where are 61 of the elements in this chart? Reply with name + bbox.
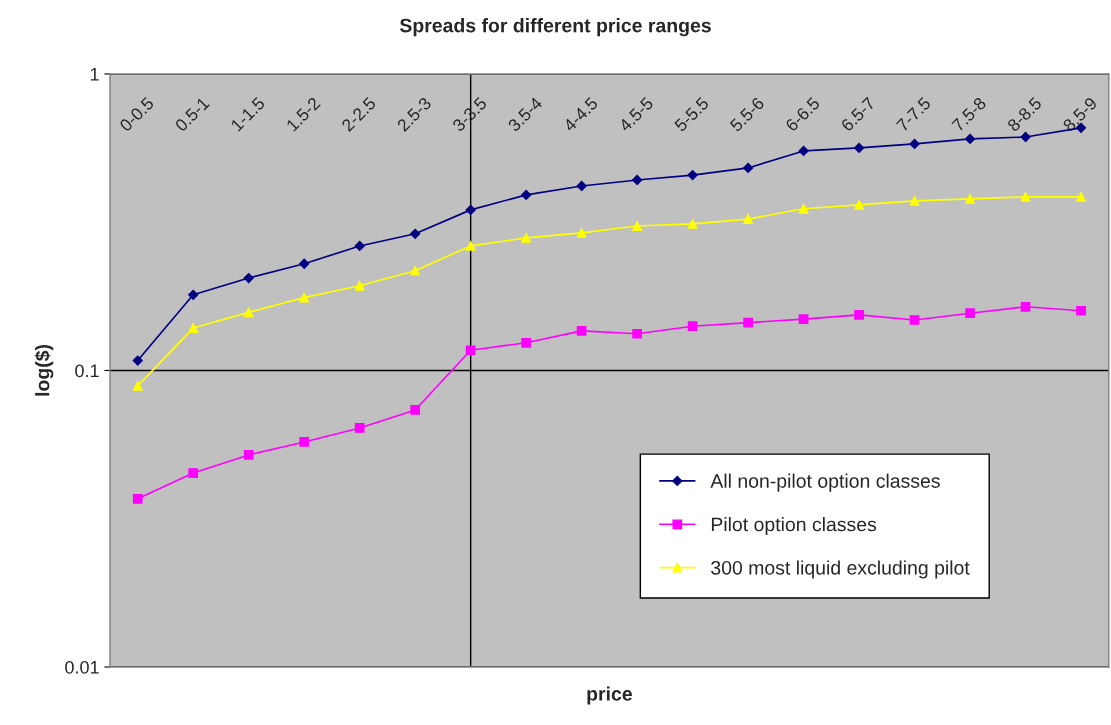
point [632,221,642,231]
point [243,450,254,460]
point [243,272,254,284]
point [132,494,143,504]
point [354,423,365,433]
point [909,138,920,149]
point [132,381,143,391]
point [299,258,310,269]
point [798,314,809,324]
legend-label: 300 most liquid excluding pilot [711,560,970,579]
point [299,437,310,447]
point [632,328,642,339]
y-axis-title: log($) [34,344,54,396]
point [687,219,698,229]
point [521,189,532,200]
point [909,315,920,325]
point [854,199,864,210]
point [188,468,199,478]
point [354,240,365,252]
chart-title: Spreads for different price ranges [399,18,711,37]
point [687,169,698,181]
point [132,355,143,366]
point [188,289,199,300]
legend-label: Pilot option classes [711,517,877,536]
point [465,241,476,251]
point [743,214,753,224]
point [243,307,254,318]
point [964,133,976,144]
point [965,194,975,204]
point [854,310,864,320]
x-axis-title: price [587,686,632,705]
point [576,228,587,238]
point [576,326,587,336]
point [1076,305,1086,316]
y-tick-label: 1 [90,68,99,81]
point [576,180,587,192]
point [687,321,698,332]
y-tick-label: 0.1 [75,364,99,378]
point [798,145,809,157]
point [632,174,643,186]
point [743,317,753,328]
point [853,142,865,154]
point [909,196,920,206]
point [299,292,310,303]
point [1076,192,1086,202]
point [1020,301,1031,312]
legend-label: All non-pilot option classes [710,473,940,492]
point [521,337,532,348]
point [410,228,421,239]
point [354,280,365,291]
point [965,308,975,319]
point [798,203,809,214]
point [410,265,421,276]
point [521,233,532,243]
point [465,204,476,215]
y-tick-label: 0.01 [65,660,99,674]
point [410,405,421,415]
point [188,323,199,333]
point [465,345,476,356]
point [742,162,754,174]
point [1020,192,1031,202]
